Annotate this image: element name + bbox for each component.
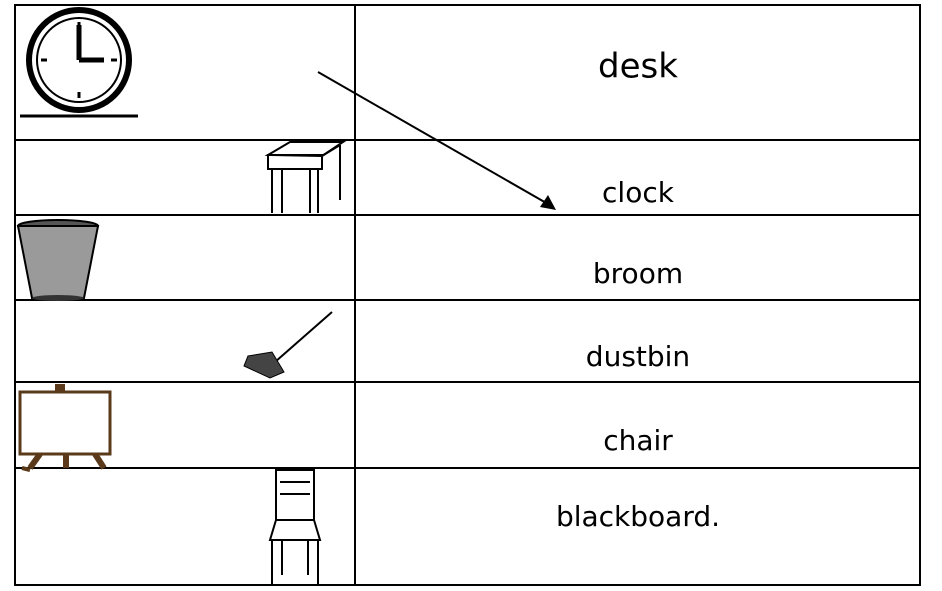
blackboard-icon: [18, 384, 112, 472]
dustbin-icon: [16, 219, 100, 301]
table-grid: [14, 4, 921, 586]
word: dustbin: [586, 340, 690, 373]
broom-icon: [243, 311, 333, 379]
word: chair: [603, 424, 673, 457]
word: desk: [598, 47, 678, 87]
word: blackboard.: [556, 500, 720, 533]
word: broom: [593, 257, 683, 290]
word: clock: [602, 176, 675, 209]
clock-icon: [20, 7, 138, 118]
chair-icon: [268, 469, 322, 584]
match-arrow: [317, 71, 556, 210]
desk-icon: [264, 141, 347, 213]
